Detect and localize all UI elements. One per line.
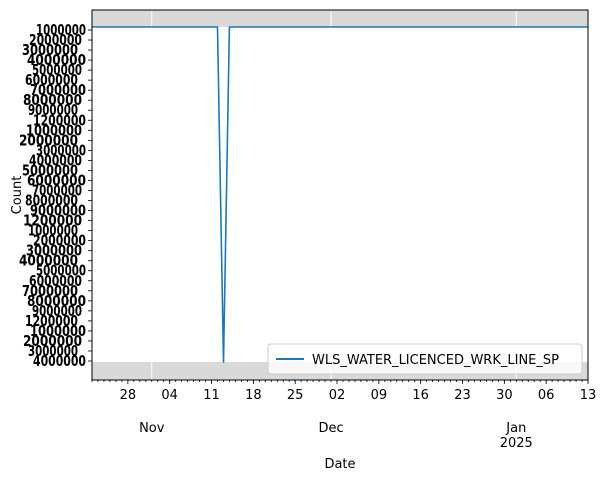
y-tick-label: 9000000 [28, 101, 78, 119]
y-tick-label: 8000000 [25, 192, 78, 210]
y-tick-label: 9000000 [30, 202, 86, 220]
x-month-label: Dec [318, 421, 343, 436]
y-tick-label: 8000000 [27, 292, 86, 310]
x-tick-label: 04 [161, 388, 178, 403]
y-tick-label: 5000000 [36, 262, 86, 280]
y-tick-label: 1200000 [33, 111, 86, 129]
y-tick-label: 1000000 [28, 222, 78, 240]
x-tick-label: 13 [580, 388, 597, 403]
y-tick-label: 6000000 [25, 71, 78, 89]
y-tick-label: 4000000 [27, 51, 86, 69]
x-tick-label: 06 [538, 388, 555, 403]
x-tick-label: 30 [496, 388, 513, 403]
y-tick-label: 1000000 [26, 121, 82, 139]
x-tick-label: 11 [203, 388, 220, 403]
x-month-label: Nov [139, 421, 165, 436]
plot-frame [91, 9, 589, 381]
x-tick-label: 23 [454, 388, 471, 403]
y-tick-label: 2000000 [23, 332, 82, 350]
y-tick-label: 3000000 [28, 342, 78, 360]
y-tick-label: 3000000 [22, 41, 78, 59]
y-tick-label: 1200000 [23, 212, 82, 230]
y-axis-label: Count [10, 176, 25, 215]
y-tick-label: 7000000 [32, 181, 82, 199]
y-tick-label: 2000000 [33, 232, 86, 250]
x-tick-label: 25 [287, 388, 304, 403]
y-tick-label: 2000000 [19, 131, 78, 149]
y-tick-label: 9000000 [32, 302, 82, 320]
y-axis-tick-labels: 1000000200000030000004000000500000060000… [19, 21, 92, 370]
y-tick-label: 4000000 [29, 151, 82, 169]
plot-data-region [92, 27, 588, 362]
y-tick-label: 5000000 [22, 161, 78, 179]
x-tick-label: 18 [245, 388, 262, 403]
legend-entry-label: WLS_WATER_LICENCED_WRK_LINE_SP [312, 353, 559, 368]
legend: WLS_WATER_LICENCED_WRK_LINE_SP [267, 343, 583, 375]
y-tick-label: 8000000 [23, 91, 82, 109]
y-tick-label: 6000000 [27, 171, 86, 189]
x-tick-label: 16 [412, 388, 429, 403]
y-tick-label: 3000000 [36, 141, 86, 159]
y-tick-label: 3000000 [26, 242, 82, 260]
y-tick-label: 5000000 [32, 61, 82, 79]
x-month-label: Jan 2025 [500, 421, 533, 451]
legend-box [267, 343, 583, 375]
x-tick-label: 28 [120, 388, 137, 403]
x-tick-label: 02 [329, 388, 346, 403]
x-axis-label: Date [324, 457, 355, 472]
y-tick-label: 7000000 [22, 282, 78, 300]
y-tick-label: 7000000 [30, 81, 86, 99]
y-tick-label: 1000000 [30, 322, 86, 340]
y-tick-label: 1000000 [36, 21, 86, 39]
y-tick-label: 2000000 [29, 31, 82, 49]
y-tick-label: 4000000 [19, 252, 78, 270]
x-tick-label: 09 [371, 388, 388, 403]
x-axis-ticks: 28 04 11 18 25 02 09 16 23 30 06 13 Nov Dec Jan 2025 [91, 380, 597, 451]
y-tick-label: 4000000 [33, 352, 86, 370]
y-tick-label: 6000000 [29, 272, 82, 290]
y-tick-label: 1200000 [25, 312, 78, 330]
